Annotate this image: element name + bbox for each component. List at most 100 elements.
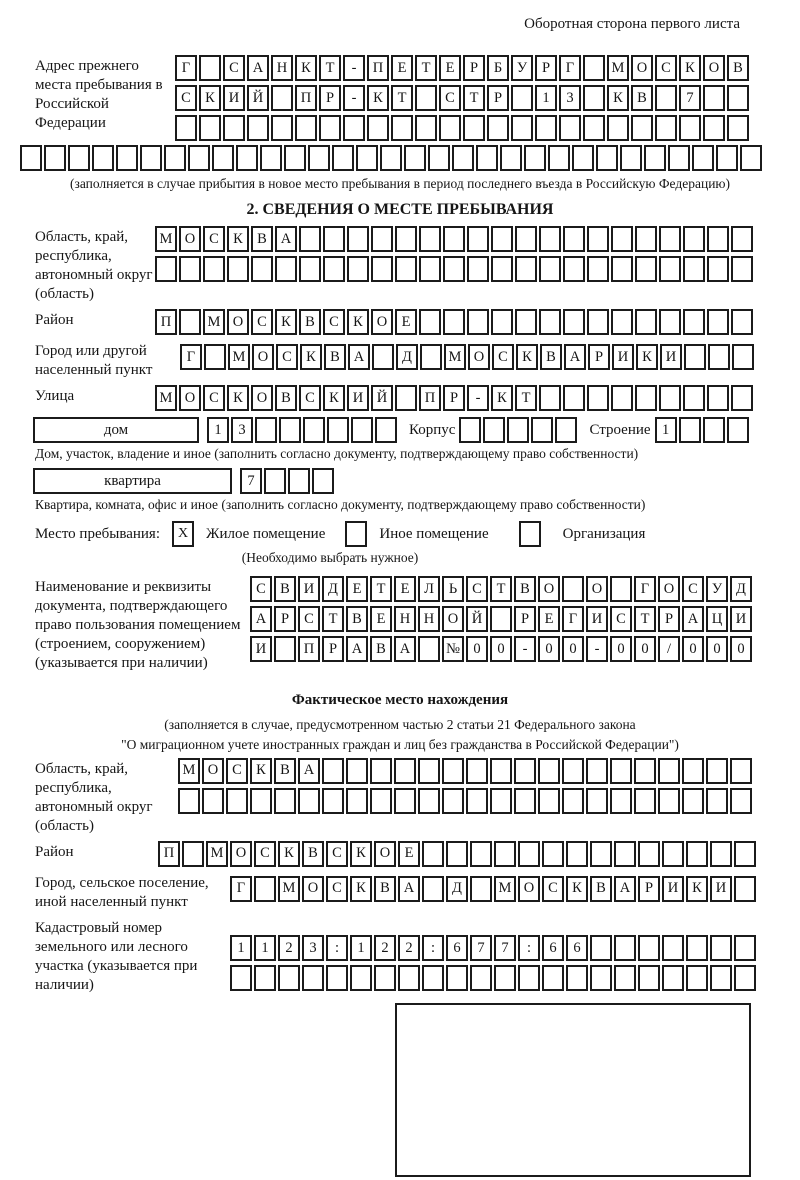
char-cell[interactable]: К <box>679 55 701 81</box>
char-cell[interactable] <box>371 226 393 252</box>
char-cell[interactable] <box>212 145 234 171</box>
char-cell[interactable] <box>706 757 728 784</box>
char-cell[interactable]: 7 <box>240 468 262 495</box>
char-cell[interactable]: В <box>346 606 368 633</box>
char-cell[interactable]: М <box>444 344 466 371</box>
char-cell[interactable]: Д <box>322 576 344 603</box>
char-cell[interactable]: М <box>206 840 228 867</box>
char-cell[interactable]: 0 <box>490 636 512 663</box>
char-cell[interactable]: С <box>299 385 321 412</box>
char-cell[interactable] <box>611 385 633 412</box>
char-cell[interactable] <box>442 757 464 784</box>
char-cell[interactable] <box>494 840 516 867</box>
char-cell[interactable]: Г <box>559 55 581 81</box>
char-cell[interactable] <box>655 115 677 141</box>
char-cell[interactable] <box>662 840 684 867</box>
char-cell[interactable]: В <box>374 875 396 902</box>
char-cell[interactable]: В <box>275 385 297 412</box>
char-cell[interactable] <box>44 145 66 171</box>
char-cell[interactable] <box>679 115 701 141</box>
char-cell[interactable] <box>470 964 492 991</box>
char-cell[interactable] <box>155 256 177 282</box>
korpus-cells[interactable] <box>459 417 579 444</box>
char-cell[interactable]: О <box>227 309 249 336</box>
char-cell[interactable] <box>631 115 653 141</box>
char-cell[interactable]: И <box>730 606 752 633</box>
char-cell[interactable] <box>491 256 513 282</box>
char-cell[interactable] <box>367 115 389 141</box>
char-cell[interactable] <box>418 636 440 663</box>
char-cell[interactable]: Н <box>418 606 440 633</box>
char-cell[interactable] <box>678 417 701 444</box>
char-cell[interactable]: Д <box>730 576 752 603</box>
char-cell[interactable]: В <box>727 55 749 81</box>
char-cell[interactable] <box>326 964 348 991</box>
char-cell[interactable]: П <box>419 385 441 412</box>
char-cell[interactable] <box>446 964 468 991</box>
char-cell[interactable] <box>635 385 657 412</box>
char-cell[interactable]: П <box>367 55 389 81</box>
char-cell[interactable] <box>524 145 546 171</box>
char-cell[interactable]: 1 <box>535 85 557 111</box>
char-cell[interactable]: С <box>276 344 298 371</box>
char-cell[interactable] <box>395 226 417 252</box>
char-cell[interactable]: К <box>227 385 249 412</box>
char-cell[interactable]: № <box>442 636 464 663</box>
char-cell[interactable] <box>542 840 564 867</box>
char-cell[interactable] <box>20 145 42 171</box>
char-cell[interactable] <box>614 840 636 867</box>
char-cell[interactable] <box>251 256 273 282</box>
char-cell[interactable]: М <box>607 55 629 81</box>
char-cell[interactable]: : <box>518 934 540 961</box>
char-cell[interactable] <box>254 875 276 902</box>
char-cell[interactable]: А <box>275 226 297 252</box>
char-cell[interactable] <box>607 115 629 141</box>
char-cell[interactable] <box>491 309 513 336</box>
char-cell[interactable]: Р <box>463 55 485 81</box>
char-cell[interactable] <box>350 964 372 991</box>
char-cell[interactable]: - <box>467 385 489 412</box>
char-cell[interactable] <box>586 787 608 814</box>
char-cell[interactable]: О <box>179 385 201 412</box>
char-cell[interactable]: С <box>610 606 632 633</box>
char-cell[interactable] <box>539 309 561 336</box>
char-cell[interactable] <box>356 145 378 171</box>
char-cell[interactable] <box>483 417 506 444</box>
char-cell[interactable] <box>730 757 752 784</box>
char-cell[interactable] <box>731 385 753 412</box>
char-cell[interactable] <box>420 344 442 371</box>
char-cell[interactable] <box>539 385 561 412</box>
char-cell[interactable]: - <box>514 636 536 663</box>
char-cell[interactable] <box>175 115 197 141</box>
kadastr-row-2[interactable] <box>230 964 758 991</box>
char-cell[interactable] <box>371 256 393 282</box>
char-cell[interactable]: 7 <box>494 934 516 961</box>
char-cell[interactable] <box>230 964 252 991</box>
char-cell[interactable] <box>422 840 444 867</box>
char-cell[interactable] <box>179 309 201 336</box>
char-cell[interactable] <box>92 145 114 171</box>
char-cell[interactable]: 0 <box>562 636 584 663</box>
char-cell[interactable]: К <box>250 757 272 784</box>
char-cell[interactable]: Р <box>487 85 509 111</box>
char-cell[interactable]: Й <box>371 385 393 412</box>
prev-address-row-3[interactable] <box>175 115 751 141</box>
char-cell[interactable]: Т <box>322 606 344 633</box>
char-cell[interactable] <box>298 787 320 814</box>
char-cell[interactable]: М <box>203 309 225 336</box>
char-cell[interactable] <box>731 309 753 336</box>
char-cell[interactable]: 1 <box>654 417 677 444</box>
char-cell[interactable] <box>279 417 301 444</box>
char-cell[interactable]: О <box>538 576 560 603</box>
char-cell[interactable] <box>559 115 581 141</box>
char-cell[interactable]: 2 <box>278 934 300 961</box>
char-cell[interactable] <box>583 55 605 81</box>
char-cell[interactable] <box>710 934 732 961</box>
char-cell[interactable]: А <box>398 875 420 902</box>
char-cell[interactable] <box>734 964 756 991</box>
char-cell[interactable]: В <box>514 576 536 603</box>
